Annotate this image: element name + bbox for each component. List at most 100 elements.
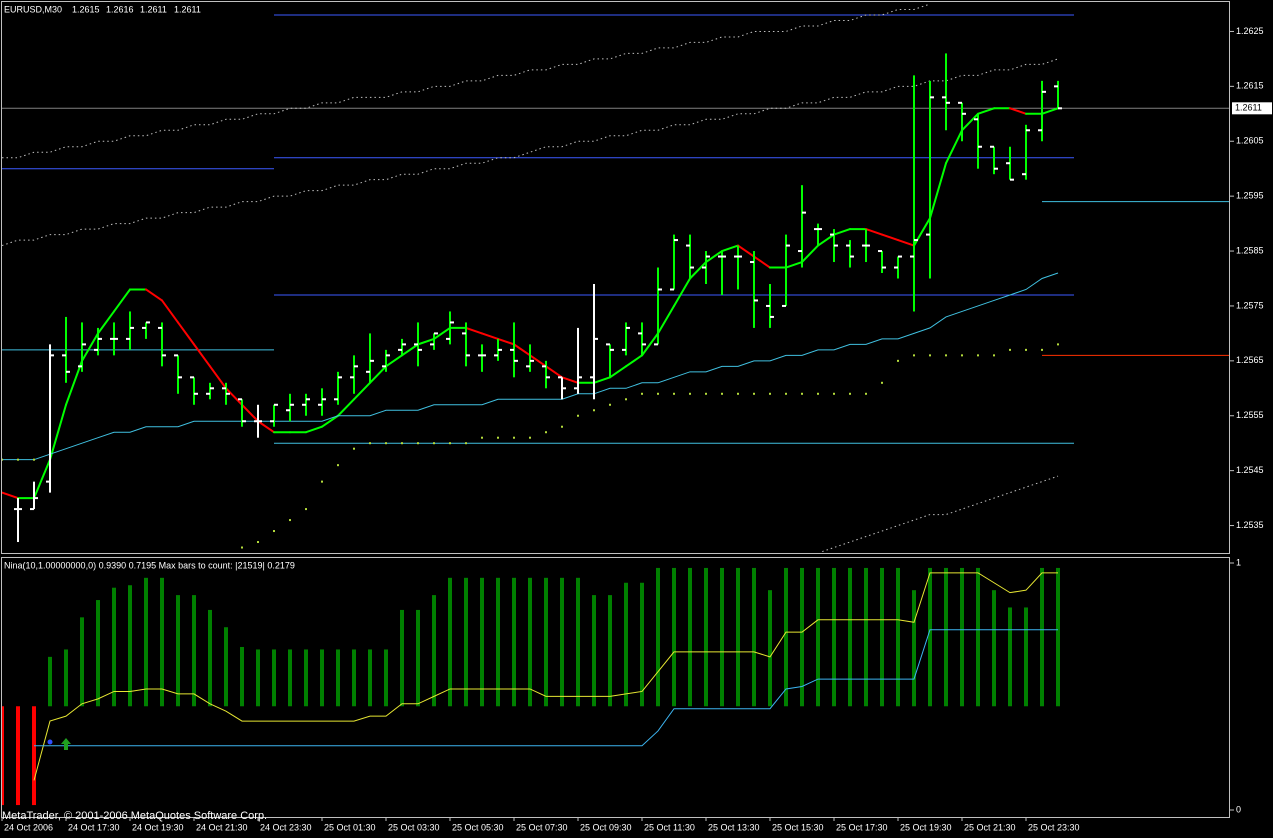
line-segment [833, 228, 851, 236]
x-tick-label: 25 Oct 23:30 [1028, 822, 1080, 832]
y-tick-label: 1 [1236, 557, 1241, 567]
histogram-bar [736, 567, 740, 707]
line-segment [801, 244, 819, 264]
histogram-bar [528, 577, 532, 707]
line-dot [833, 392, 835, 395]
histogram-bar [32, 706, 36, 806]
histogram-bar [896, 567, 900, 707]
x-tick-label: 25 Oct 17:30 [836, 822, 888, 832]
histogram-bar [1056, 567, 1060, 707]
line-segment [81, 332, 99, 362]
footer: MetaTrader, © 2001-2006 MetaQuotes Softw… [2, 810, 267, 822]
line-segment [609, 365, 627, 379]
histogram-bar [880, 567, 884, 707]
main-plot [2, 3, 1229, 552]
y-tick-label: 1.2585 [1236, 245, 1264, 255]
x-tick-label: 25 Oct 21:30 [964, 822, 1016, 832]
line [33, 572, 1058, 781]
line-dot [417, 442, 419, 445]
line-segment [385, 354, 403, 368]
histogram-bar [64, 649, 68, 707]
y-tick-label: 0 [1236, 804, 1241, 814]
line-segment [929, 162, 947, 220]
histogram-bar [928, 567, 932, 707]
line-dot [593, 409, 595, 412]
histogram-bar [864, 567, 868, 707]
line-segment [753, 255, 771, 269]
line-dot [689, 392, 691, 395]
y-tick-label: 1.2575 [1236, 300, 1264, 310]
line-segment [529, 354, 547, 368]
histogram-bar [432, 595, 436, 707]
histogram-bar [256, 649, 260, 707]
line-dot [657, 392, 659, 395]
line-segment [433, 326, 451, 340]
line [2, 3, 931, 159]
histogram-bar [368, 649, 372, 707]
line-dot [849, 392, 851, 395]
histogram-bar [832, 567, 836, 707]
line-dot [993, 354, 995, 357]
line-dot [513, 436, 515, 439]
line-dot [705, 392, 707, 395]
x-tick-label: 25 Oct 05:30 [452, 822, 504, 832]
line-segment [337, 398, 355, 417]
line-segment [961, 112, 979, 132]
line-dot [385, 442, 387, 445]
line-segment [417, 337, 435, 346]
line-segment [737, 244, 755, 258]
x-tick-label: 24 Oct 23:30 [260, 822, 312, 832]
line-dot [529, 436, 531, 439]
histogram-bar [176, 595, 180, 707]
histogram-bar [336, 649, 340, 707]
line-dot [497, 436, 499, 439]
x-tick-label: 25 Oct 19:30 [900, 822, 952, 832]
histogram-bar [1040, 567, 1044, 707]
histogram-bar [656, 567, 660, 707]
line-segment [33, 458, 51, 500]
y-tick-label: 1.2535 [1236, 520, 1264, 530]
line-dot [641, 392, 643, 395]
indicator-plot [2, 567, 1060, 806]
line-dot [433, 442, 435, 445]
histogram-bar [784, 567, 788, 707]
line-segment [721, 244, 739, 253]
line-dot [945, 354, 947, 357]
histogram-bar [688, 567, 692, 707]
histogram-bar [224, 627, 228, 707]
line-dot [241, 546, 243, 549]
line-segment [2, 491, 19, 500]
line-segment [369, 365, 387, 384]
x-tick-label: 25 Oct 01:30 [324, 822, 376, 832]
x-tick-label: 25 Oct 03:30 [388, 822, 440, 832]
line-segment [689, 261, 707, 280]
histogram-bar [96, 600, 100, 707]
line-segment [1009, 107, 1027, 115]
line-segment [353, 381, 371, 401]
histogram-bar [800, 567, 804, 707]
histogram-bar [16, 706, 20, 806]
line-dot [913, 354, 915, 357]
line [2, 58, 1059, 247]
line-dot [753, 392, 755, 395]
signal-arrow [61, 738, 71, 750]
line-dot [401, 442, 403, 445]
line-segment [513, 343, 531, 357]
histogram-bar [416, 609, 420, 707]
histogram-bar [704, 567, 708, 707]
ohlc-low: 1.2611 [140, 4, 167, 14]
line-dot [257, 541, 259, 544]
symbol-label: EURUSD,M30 [4, 4, 62, 14]
y-tick-label: 1.2595 [1236, 191, 1264, 201]
line-segment [97, 310, 115, 335]
line-segment [241, 403, 259, 423]
line-dot [929, 354, 931, 357]
ohlc-high: 1.2616 [106, 4, 134, 14]
line-segment [49, 403, 67, 461]
histogram-bar [160, 577, 164, 707]
line-dot [817, 392, 819, 395]
histogram-bar [48, 656, 52, 707]
